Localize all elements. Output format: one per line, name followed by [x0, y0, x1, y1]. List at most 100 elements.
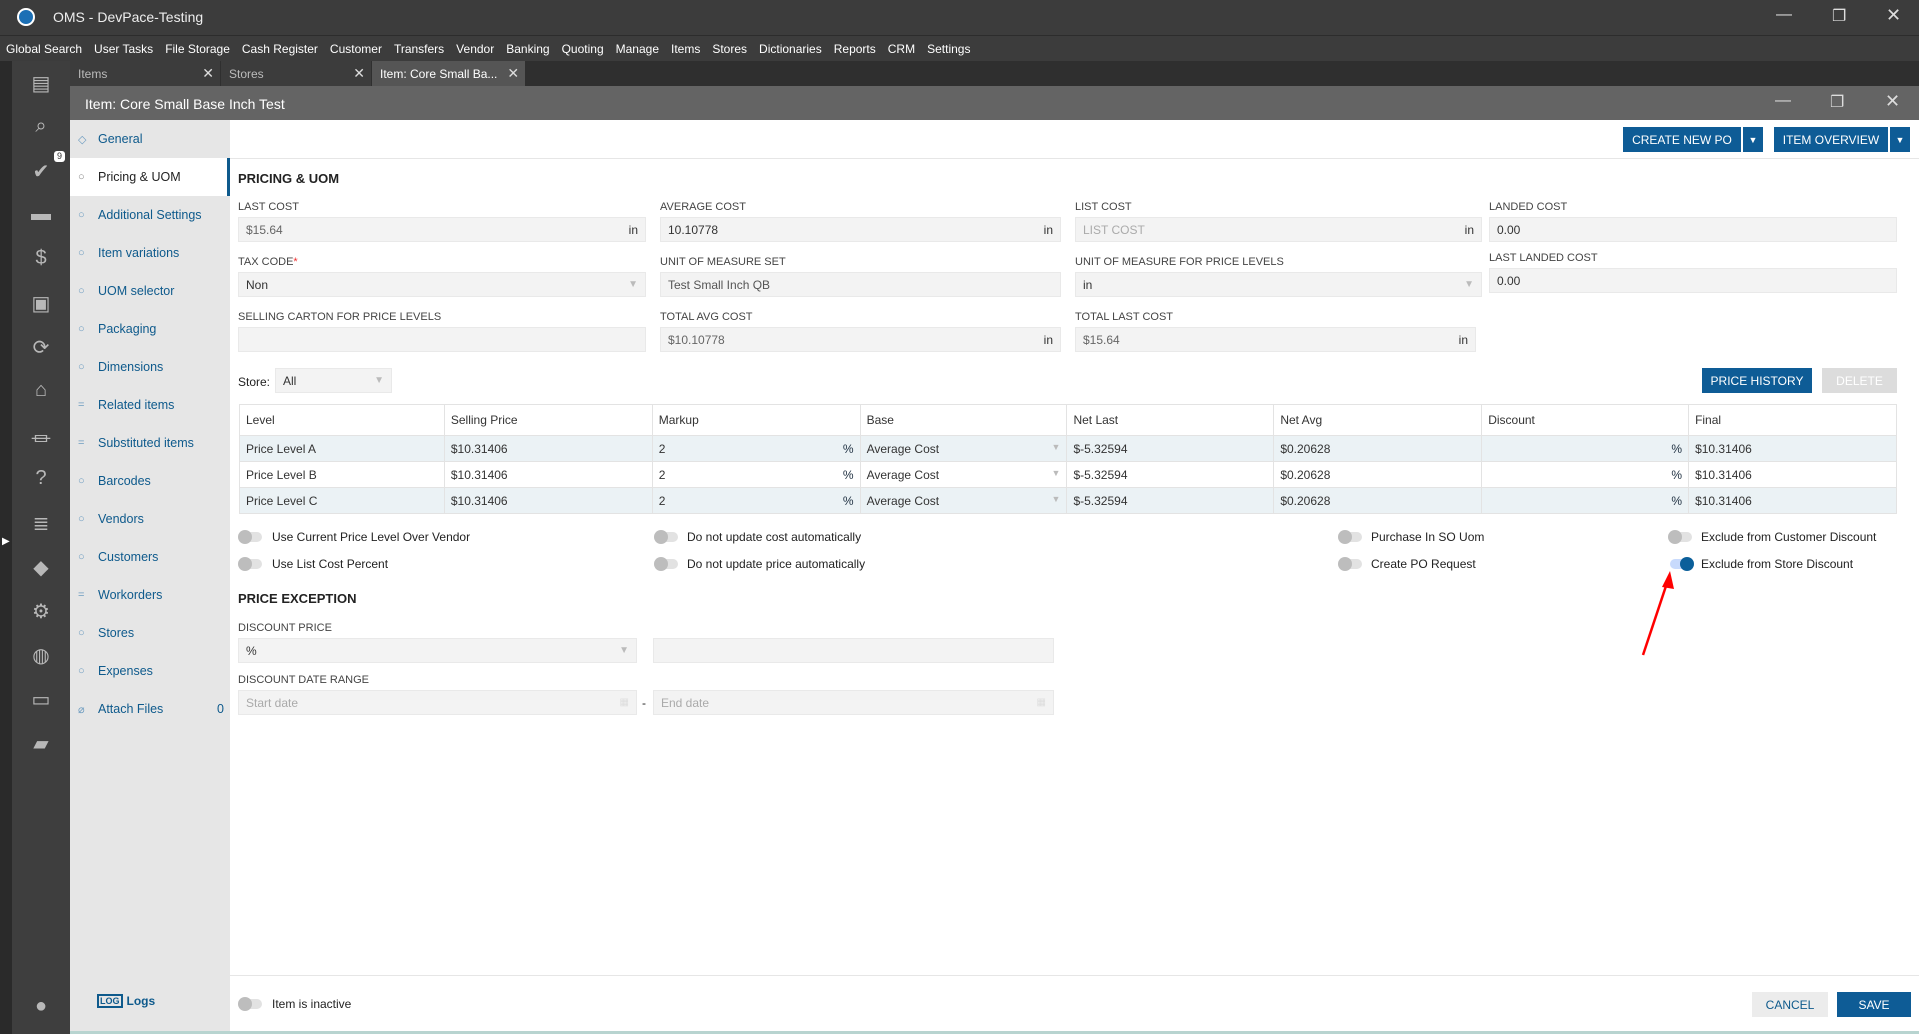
discount-value-field[interactable] [653, 638, 1054, 663]
menu-user-tasks[interactable]: User Tasks [94, 41, 154, 56]
cell-selling-price[interactable]: $10.31406 [443, 461, 653, 488]
close-tab-icon[interactable]: ✕ [202, 65, 214, 81]
total-avg-cost-field[interactable]: $10.10778 in [660, 327, 1061, 352]
menu-cash-register[interactable]: Cash Register [241, 41, 318, 56]
chat-icon[interactable]: ▰ [33, 733, 49, 755]
uom-set-field[interactable]: Test Small Inch QB [660, 272, 1061, 297]
cell-base[interactable]: Average Cost ▼ [859, 461, 1068, 488]
dashboard-icon[interactable]: ▤ [31, 73, 51, 95]
toggle-do-not-update-cost-automatically[interactable] [654, 530, 678, 544]
nav-item-expenses[interactable]: ○ Expenses [70, 652, 230, 690]
last-cost-field[interactable]: $15.64 in [238, 217, 646, 242]
tab-stores[interactable]: Stores ✕ [221, 61, 371, 86]
window-close-icon[interactable]: ✕ [1885, 91, 1901, 111]
nav-item-dimensions[interactable]: ○ Dimensions [70, 348, 230, 386]
toggle-use-current-price-level-over-vendor[interactable] [238, 530, 262, 544]
logs-link[interactable]: LOG Logs [97, 994, 155, 1008]
tax-code-select[interactable]: Non ▼ [238, 272, 646, 297]
toggle-purchase-in-so-uom[interactable] [1338, 530, 1362, 544]
nav-item-packaging[interactable]: ○ Packaging [70, 310, 230, 348]
nav-item-customers[interactable]: ○ Customers [70, 538, 230, 576]
user-icon[interactable]: ● [34, 995, 48, 1017]
nav-item-attach-files[interactable]: ⌀ Attach Files 0 [70, 690, 230, 728]
search-icon[interactable]: ⌕ [35, 115, 47, 137]
tasks-icon[interactable]: ✔ [32, 161, 50, 183]
menu-banking[interactable]: Banking [506, 41, 550, 56]
store-icon[interactable]: ⌂ [34, 379, 48, 401]
menu-quoting[interactable]: Quoting [561, 41, 604, 56]
menu-manage[interactable]: Manage [615, 41, 659, 56]
menu-vendor[interactable]: Vendor [456, 41, 495, 56]
last-landed-cost-field[interactable]: 0.00 [1489, 268, 1897, 293]
window-minimize-icon[interactable]: — [1775, 92, 1791, 109]
menu-dictionaries[interactable]: Dictionaries [759, 41, 822, 56]
average-cost-field[interactable]: 10.10778 in [660, 217, 1061, 242]
close-tab-icon[interactable]: ✕ [353, 65, 365, 81]
cell-selling-price[interactable]: $10.31406 [443, 487, 653, 514]
toggle-exclude-from-store-discount[interactable] [1670, 557, 1694, 571]
nav-item-vendors[interactable]: ○ Vendors [70, 500, 230, 538]
cell-discount[interactable]: % [1481, 461, 1690, 488]
menu-reports[interactable]: Reports [833, 41, 876, 56]
tag-icon[interactable]: ◆ [33, 557, 49, 579]
menu-transfers[interactable]: Transfers [393, 41, 445, 56]
toggle-create-po-request[interactable] [1338, 557, 1362, 571]
cell-base[interactable]: Average Cost ▼ [859, 487, 1068, 514]
dollar-icon[interactable]: $ [35, 247, 47, 269]
expand-arrow-icon[interactable]: ▶ [2, 536, 10, 547]
menu-stores[interactable]: Stores [712, 41, 748, 56]
toggle-use-list-cost-percent[interactable] [238, 557, 262, 571]
cell-markup[interactable]: 2% [651, 461, 861, 488]
toggle-do-not-update-price-automatically[interactable] [654, 557, 678, 571]
cell-base[interactable]: Average Cost ▼ [859, 435, 1068, 462]
calendar-icon[interactable]: ▦ [1036, 697, 1046, 708]
nav-item-item-variations[interactable]: ○ Item variations [70, 234, 230, 272]
nav-item-stores[interactable]: ○ Stores [70, 614, 230, 652]
toggle-exclude-from-customer-discount[interactable] [1668, 530, 1692, 544]
tab-item-core-small[interactable]: Item: Core Small Ba... ✕ [372, 61, 526, 86]
gear-icon[interactable]: ⚙ [32, 601, 50, 623]
restore-icon[interactable]: ❐ [1832, 8, 1847, 25]
nav-item-related-items[interactable]: = Related items [70, 386, 230, 424]
cell-discount[interactable]: % [1481, 487, 1690, 514]
calendar-icon[interactable]: ▦ [619, 697, 629, 708]
nav-item-workorders[interactable]: = Workorders [70, 576, 230, 614]
remote-desktop-icon[interactable]: ▭ [31, 689, 51, 711]
end-date-field[interactable]: End date ▦ [653, 690, 1054, 715]
total-last-cost-field[interactable]: $15.64 in [1075, 327, 1476, 352]
window-restore-icon[interactable]: ❐ [1830, 94, 1845, 111]
list-cost-field[interactable]: LIST COST in [1075, 217, 1482, 242]
selling-carton-field[interactable] [238, 327, 646, 352]
nav-item-substituted-items[interactable]: = Substituted items [70, 424, 230, 462]
close-tab-icon[interactable]: ✕ [507, 65, 520, 81]
item-inactive-toggle[interactable] [238, 997, 262, 1011]
nav-item-pricing-uom[interactable]: ○ Pricing & UOM [70, 158, 230, 196]
price-history-button[interactable]: PRICE HISTORY [1702, 368, 1812, 393]
uom-price-levels-select[interactable]: in ▼ [1075, 272, 1482, 297]
globe-icon[interactable]: ◍ [32, 645, 50, 667]
item-overview-dropdown[interactable]: ▼ [1890, 127, 1910, 152]
contact-icon[interactable]: ▣ [31, 293, 51, 315]
cancel-button[interactable]: CANCEL [1752, 992, 1828, 1017]
transfer-icon[interactable]: ⟳ [32, 337, 50, 359]
item-overview-button[interactable]: ITEM OVERVIEW [1774, 127, 1888, 152]
bank-icon[interactable]: ⏛ [31, 429, 51, 451]
nav-item-uom-selector[interactable]: ○ UOM selector [70, 272, 230, 310]
minimize-icon[interactable]: — [1776, 6, 1792, 23]
create-new-po-button[interactable]: CREATE NEW PO [1623, 127, 1741, 152]
delete-button[interactable]: DELETE [1822, 368, 1897, 393]
landed-cost-field[interactable]: 0.00 [1489, 217, 1897, 242]
cell-markup[interactable]: 2% [651, 435, 861, 462]
cell-discount[interactable]: % [1481, 435, 1690, 462]
menu-items[interactable]: Items [671, 41, 701, 56]
save-button[interactable]: SAVE [1837, 992, 1911, 1017]
tab-items[interactable]: Items ✕ [70, 61, 220, 86]
discount-type-select[interactable]: % ▼ [238, 638, 637, 663]
close-icon[interactable]: ✕ [1886, 5, 1902, 25]
nav-item-additional-settings[interactable]: ○ Additional Settings [70, 196, 230, 234]
folder-icon[interactable]: ▬ [31, 203, 51, 225]
menu-customer[interactable]: Customer [329, 41, 382, 56]
menu-settings[interactable]: Settings [927, 41, 971, 56]
cell-markup[interactable]: 2% [651, 487, 861, 514]
nav-item-barcodes[interactable]: ○ Barcodes [70, 462, 230, 500]
